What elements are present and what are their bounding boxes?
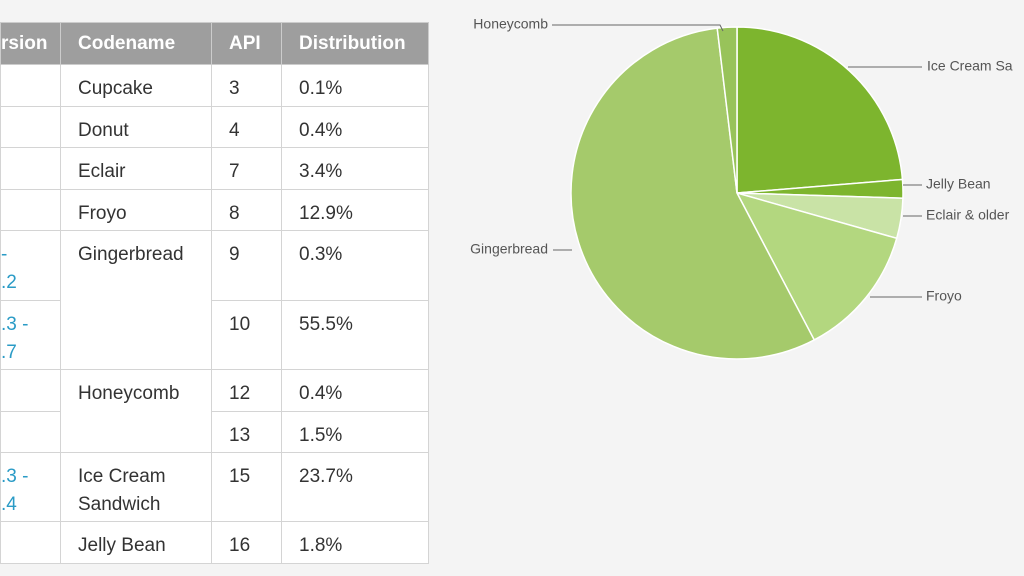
cell: 12 (211, 369, 282, 412)
leader-line (552, 24, 724, 32)
header-row: rsion Codename API Distribution (0, 22, 429, 65)
slice-label: Honeycomb (473, 16, 548, 32)
cell: 15 (211, 452, 282, 522)
cell (0, 411, 61, 453)
cell: 12.9% (281, 189, 429, 231)
distribution-table: rsion Codename API Distribution Cupcake 3… (0, 22, 429, 564)
slice-label: Ice Cream Sa (927, 58, 1013, 74)
slice-label: Froyo (926, 288, 962, 304)
version-cell: .3 - .7 (0, 300, 61, 370)
cell (0, 369, 61, 412)
slice-label: Eclair & older (926, 207, 1010, 223)
slice-label: Jelly Bean (926, 176, 991, 192)
pie-slice (736, 26, 904, 194)
cell: 1.8% (281, 521, 429, 564)
pie-slice (735, 191, 898, 341)
cell: 3.4% (281, 147, 429, 190)
cell: 8 (211, 189, 282, 231)
cell: Donut (60, 106, 212, 148)
header-cell: Codename (60, 22, 212, 65)
cell: Eclair (60, 147, 212, 190)
cell: 0.4% (281, 106, 429, 148)
cell: Jelly Bean (60, 521, 212, 564)
cell: 55.5% (281, 300, 429, 370)
cell: Froyo (60, 189, 212, 231)
header-cell: Distribution (281, 22, 429, 65)
pie-slice (570, 27, 816, 360)
cell: 3 (211, 64, 282, 107)
cell: 13 (211, 411, 282, 453)
cell: 23.7% (281, 452, 429, 522)
cell: Gingerbread (60, 230, 212, 370)
cell: Cupcake (60, 64, 212, 107)
header-cell: rsion (0, 22, 61, 65)
cell: 16 (211, 521, 282, 564)
pie-slice (716, 26, 738, 194)
cell: 9 (211, 230, 282, 301)
cell (0, 521, 61, 564)
cell: 0.1% (281, 64, 429, 107)
cell: 0.4% (281, 369, 429, 412)
slice-label: Gingerbread (470, 241, 548, 257)
cell (0, 147, 61, 190)
